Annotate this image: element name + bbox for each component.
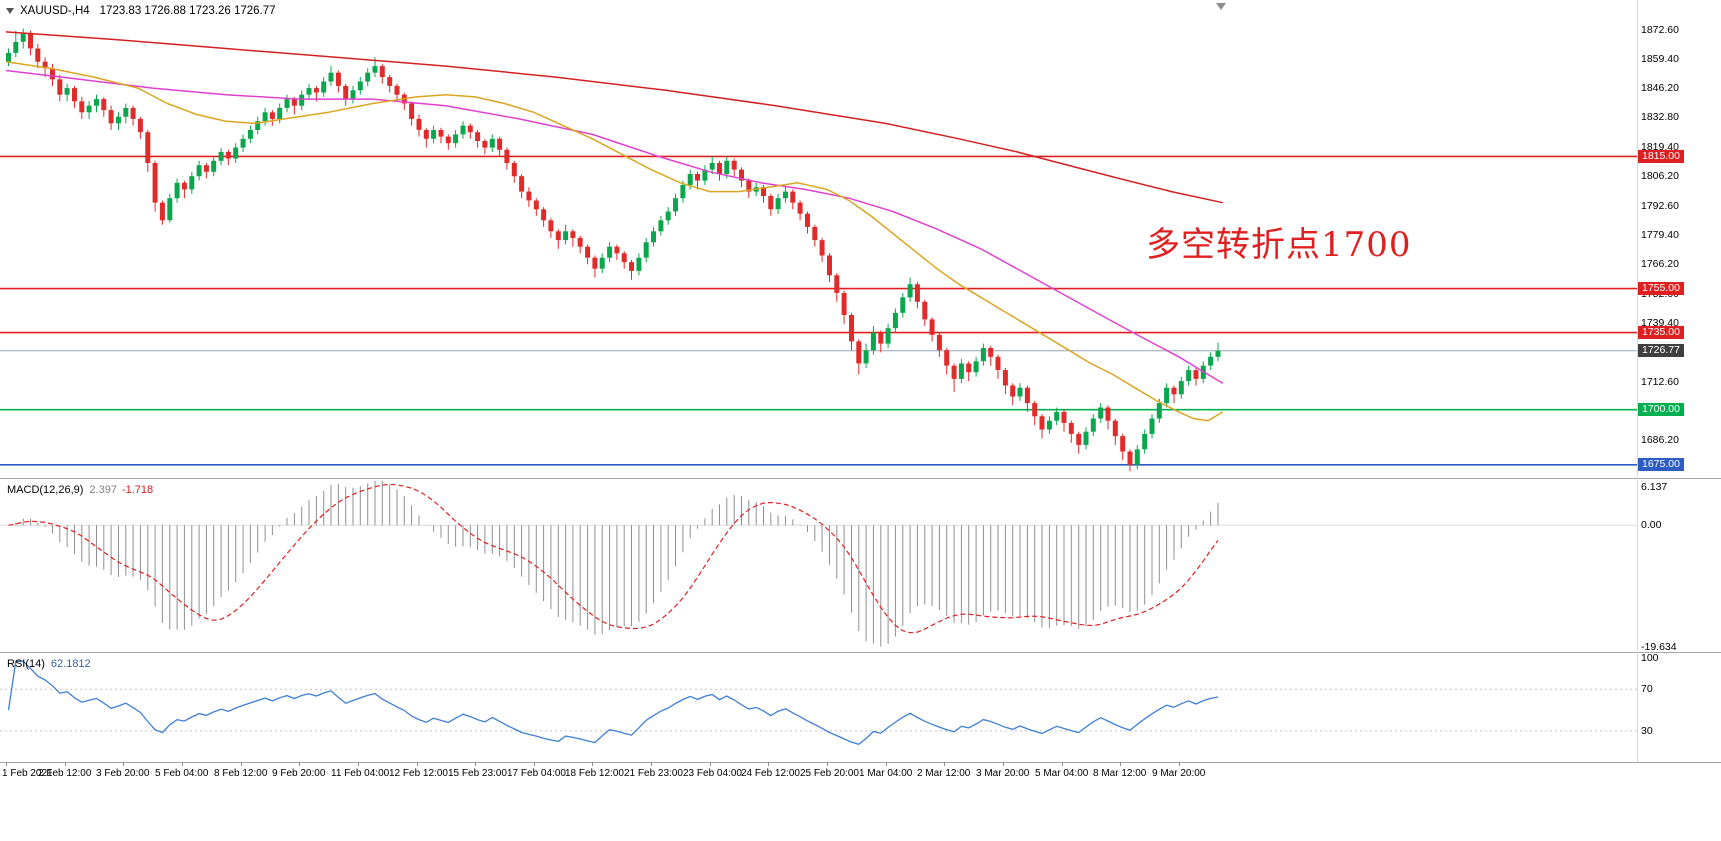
main-price-chart[interactable]: [0, 0, 1637, 478]
tick: 1752.60: [1641, 288, 1679, 300]
tick: 1832.80: [1641, 111, 1679, 123]
tick: 1806.20: [1641, 170, 1679, 182]
ma-magenta-mid: [5, 69, 1224, 384]
tick: 1779.40: [1641, 229, 1679, 241]
tlabel: 5 Feb 04:00: [155, 768, 209, 779]
tick: 6.137: [1641, 481, 1668, 493]
time-axis[interactable]: 1 Feb 2021 2 Feb 12:00 3 Feb 20:00 5 Feb 04…: [0, 762, 1721, 788]
pbox[interactable]: 1726.77: [1638, 344, 1684, 357]
expand-arrow-icon[interactable]: [6, 7, 14, 14]
ttick: [181, 762, 183, 766]
ttick: [944, 762, 946, 766]
rsi-indicator-label: RSI(14) 62.1812: [7, 658, 91, 670]
tlabel: 1 Mar 04:00: [859, 768, 913, 779]
pbox[interactable]: 1735.00: [1638, 326, 1684, 339]
tlabel: 24 Feb 12:00: [741, 768, 800, 779]
rsi-name: RSI(14): [7, 658, 45, 670]
tick: 1792.60: [1641, 200, 1679, 212]
tick: 1872.60: [1641, 24, 1679, 36]
tlabel: 8 Mar 12:00: [1093, 768, 1147, 779]
price-axis-border: [1637, 0, 1638, 762]
ttick: [768, 762, 770, 766]
tlabel: 3 Feb 20:00: [96, 768, 150, 779]
tlabel: 2 Feb 12:00: [38, 768, 92, 779]
macd-signal-line: [8, 483, 1219, 634]
tlabel: 5 Mar 04:00: [1035, 768, 1089, 779]
pbox[interactable]: 1815.00: [1638, 150, 1684, 163]
annotation-text: 多空转折点1700: [1146, 225, 1412, 265]
ohlc-values: 1723.83 1726.88 1723.26 1726.77: [99, 5, 276, 17]
panel-separator[interactable]: [0, 652, 1721, 653]
ttick: [6, 762, 7, 766]
chart-shift-marker-icon[interactable]: [1216, 3, 1226, 10]
tlabel: 17 Feb 04:00: [507, 768, 566, 779]
pbox[interactable]: 1755.00: [1638, 282, 1684, 295]
ttick: [64, 762, 66, 766]
candles: [6, 28, 1221, 472]
macd-main-value: 2.397: [89, 484, 117, 496]
macd-panel[interactable]: [0, 479, 1637, 652]
tlabel: 21 Feb 23:00: [624, 768, 683, 779]
tlabel: 23 Feb 04:00: [683, 768, 742, 779]
macd-signal-value: -1.718: [121, 484, 154, 496]
rsi-line: [7, 660, 1219, 746]
ttick: [416, 762, 418, 766]
ttick: [299, 762, 301, 766]
tlabel: 25 Feb 20:00: [800, 768, 859, 779]
panel-separator[interactable]: [0, 478, 1721, 479]
ttick: [475, 762, 477, 766]
ttick: [651, 762, 652, 766]
ttick: [533, 762, 535, 766]
tlabel: 11 Feb 04:00: [331, 768, 390, 779]
ttick: [592, 762, 594, 766]
pbox[interactable]: 1675.00: [1638, 458, 1684, 471]
pbox[interactable]: 1700.00: [1638, 403, 1684, 416]
symbol-timeframe-label: XAUUSD-,H4: [20, 5, 90, 17]
tlabel: 1 Feb 2021: [2, 768, 53, 779]
ma-red-slow: [5, 31, 1223, 204]
tlabel: 8 Feb 12:00: [214, 768, 268, 779]
tick: 1712.60: [1641, 376, 1679, 388]
rsi-panel[interactable]: [0, 653, 1637, 762]
ttick: [357, 762, 359, 766]
ttick: [123, 762, 125, 766]
tick: 0.00: [1641, 519, 1662, 531]
tick: 1739.40: [1641, 317, 1679, 329]
horizontal-level-lines[interactable]: [0, 155, 1637, 466]
tlabel: 18 Feb 12:00: [565, 768, 624, 779]
ma-orange-fast: [5, 60, 1224, 422]
tick: 30: [1641, 725, 1653, 737]
tick: 1766.20: [1641, 258, 1679, 270]
tick: 1859.40: [1641, 53, 1679, 65]
tlabel: 2 Mar 12:00: [917, 768, 971, 779]
tlabel: 12 Feb 12:00: [389, 768, 448, 779]
tick: 1846.20: [1641, 82, 1679, 94]
tlabel: 15 Feb 23:00: [448, 768, 507, 779]
ttick: [1120, 762, 1122, 766]
rsi-value: 62.1812: [50, 658, 91, 670]
ttick: [885, 762, 887, 766]
tlabel: 9 Feb 20:00: [272, 768, 326, 779]
tick: 100: [1641, 652, 1659, 664]
ttick: [240, 762, 242, 766]
tlabel: 3 Mar 20:00: [976, 768, 1030, 779]
ttick: [709, 762, 711, 766]
macd-histogram: [15, 480, 1219, 647]
chart-title: XAUUSD-,H4 1723.83 1726.88 1723.26 1726.7…: [6, 5, 276, 17]
panel-separator: [0, 762, 1721, 763]
ttick: [1178, 762, 1180, 766]
tick: 1686.20: [1641, 434, 1679, 446]
ttick: [1061, 762, 1063, 766]
macd-name: MACD(12,26,9): [7, 484, 84, 496]
tick: 1819.40: [1641, 141, 1679, 153]
tlabel: 9 Mar 20:00: [1152, 768, 1206, 779]
ttick: [1002, 762, 1004, 766]
ttick: [827, 762, 828, 766]
tick: 70: [1641, 683, 1653, 695]
macd-indicator-label: MACD(12,26,9) 2.397 -1.718: [7, 484, 153, 496]
